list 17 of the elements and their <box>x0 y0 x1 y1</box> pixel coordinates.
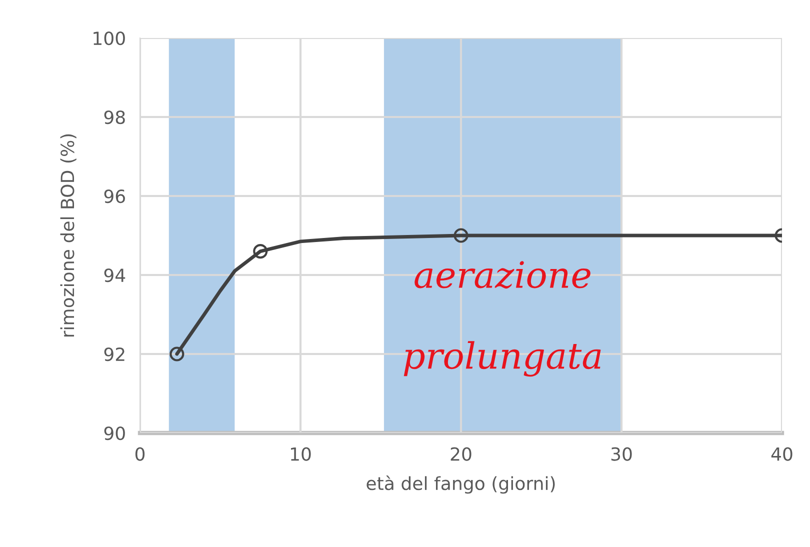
x-tick-label: 0 <box>135 447 145 461</box>
y-tick-label: 100 <box>94 31 125 46</box>
y-tick-label: 90 <box>104 426 125 440</box>
y-tick-label: 92 <box>104 347 124 362</box>
x-tick-label: 20 <box>450 447 472 461</box>
y-tick-label: 96 <box>104 189 125 204</box>
x-axis-title: età del fango (giorni) <box>366 475 555 494</box>
y-axis-title: rimozione del BOD (%) <box>60 134 76 337</box>
point <box>454 228 468 243</box>
x-tick-label: 10 <box>290 447 311 461</box>
text: aerazione prolungata <box>404 261 601 377</box>
x-tick-label: 30 <box>611 447 632 461</box>
y-tick-label: 98 <box>104 110 125 124</box>
x-tick-label: 40 <box>771 447 792 461</box>
point <box>253 244 268 259</box>
point <box>170 346 184 362</box>
y-tick-label: 94 <box>104 268 126 282</box>
